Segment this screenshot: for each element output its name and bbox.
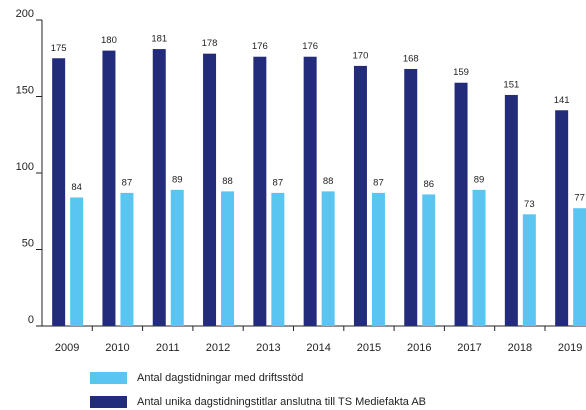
bar — [203, 53, 217, 326]
value-label: 178 — [202, 38, 218, 49]
x-tick-label: 2016 — [407, 342, 431, 354]
bar — [454, 82, 468, 326]
bar — [422, 194, 436, 326]
bar — [221, 191, 235, 326]
value-label: 77 — [574, 193, 585, 204]
bar — [573, 208, 586, 326]
value-label: 175 — [51, 43, 67, 54]
bar — [170, 189, 184, 326]
bar — [522, 214, 536, 326]
value-label: 168 — [403, 53, 419, 64]
value-label: 170 — [353, 50, 369, 61]
legend-swatch — [90, 372, 127, 384]
value-label: 87 — [122, 177, 133, 188]
value-label: 89 — [172, 174, 183, 185]
x-tick-label: 2019 — [558, 342, 582, 354]
x-tick-label: 2017 — [457, 342, 481, 354]
value-label: 180 — [101, 35, 117, 46]
value-label: 87 — [273, 177, 284, 188]
x-tick-label: 2014 — [306, 342, 330, 354]
x-tick-label: 2013 — [256, 342, 280, 354]
value-label: 176 — [252, 41, 268, 52]
value-label: 141 — [554, 95, 570, 106]
x-tick-label: 2015 — [357, 342, 381, 354]
x-tick-label: 2011 — [156, 342, 180, 354]
value-label: 86 — [423, 179, 434, 190]
value-label: 88 — [222, 176, 233, 187]
bar — [472, 189, 486, 326]
x-tick-label: 2009 — [55, 342, 79, 354]
value-label: 84 — [71, 182, 82, 193]
legend-label: Antal unika dagstidningstitlar anslutna … — [137, 396, 426, 408]
value-label: 176 — [302, 41, 318, 52]
bar — [404, 68, 418, 327]
value-label: 73 — [524, 199, 535, 210]
value-label: 159 — [453, 67, 469, 78]
bar — [353, 65, 367, 327]
legend-label: Antal dagstidningar med driftsstöd — [137, 372, 303, 384]
value-label: 88 — [323, 176, 334, 187]
legend-swatch — [90, 396, 127, 408]
bar — [555, 110, 569, 327]
bar — [253, 56, 267, 326]
y-tick-label: 200 — [16, 8, 34, 20]
bar — [102, 50, 116, 326]
x-tick-label: 2018 — [508, 342, 532, 354]
value-label: 87 — [373, 177, 384, 188]
bar — [504, 94, 518, 326]
bar — [271, 192, 285, 326]
bar — [371, 192, 385, 326]
x-tick-label: 2012 — [206, 342, 230, 354]
x-tick-label: 2010 — [105, 342, 129, 354]
y-tick-label: 100 — [16, 161, 34, 173]
bar — [152, 49, 166, 326]
bar — [321, 191, 335, 326]
y-tick-label: 50 — [22, 237, 34, 249]
value-label: 89 — [474, 174, 485, 185]
bar — [70, 197, 84, 326]
bar — [303, 56, 317, 326]
y-tick-label: 0 — [28, 314, 34, 326]
value-label: 151 — [503, 79, 519, 90]
y-tick-label: 150 — [16, 84, 34, 96]
value-label: 181 — [151, 34, 167, 45]
bar — [52, 58, 66, 326]
bar — [120, 192, 134, 326]
